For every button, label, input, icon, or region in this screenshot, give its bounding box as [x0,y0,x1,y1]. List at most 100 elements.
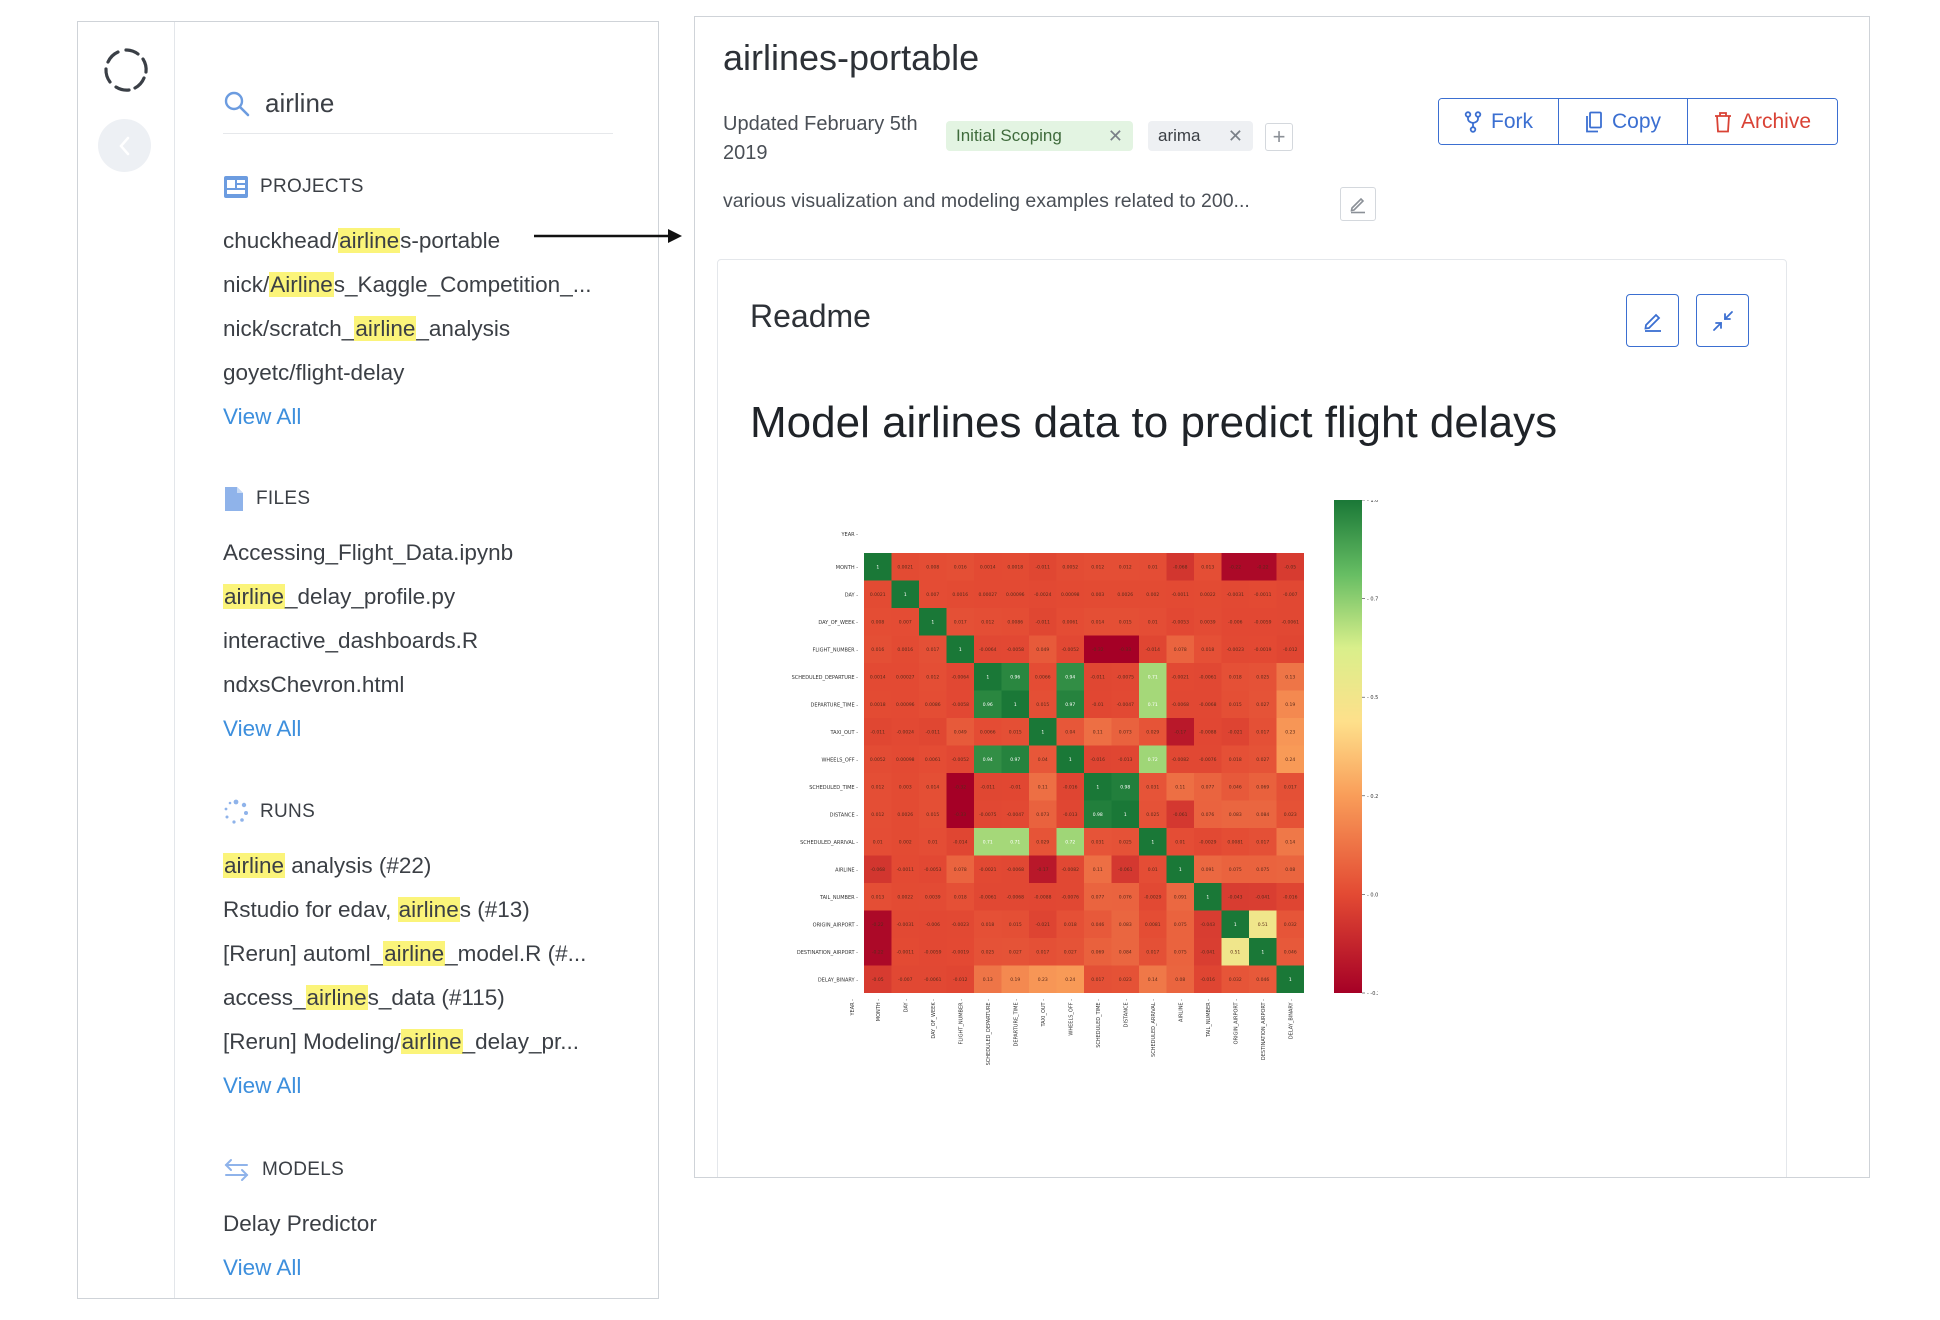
heatmap-cell-label: 0.075 [1229,867,1242,873]
projects-result-item[interactable]: nick/Airlines_Kaggle_Competition_... [223,263,623,307]
heatmap-cell [1221,580,1249,608]
heatmap-cell [1194,773,1222,801]
add-tag-button[interactable]: + [1265,123,1293,151]
heatmap-cell-label: 0.049 [954,730,967,736]
heatmap-cell [864,580,892,608]
runs-result-item[interactable]: access_airlines_data (#115) [223,976,623,1020]
heatmap-cell-label: 0.00027 [978,592,997,598]
heatmap-cell-label: 0.0086 [925,702,941,708]
heatmap-cell-label: 0.0026 [897,812,913,818]
heatmap-cell [1029,690,1057,718]
edit-readme-button[interactable] [1626,294,1679,347]
runs-view-all-link[interactable]: View All [223,1073,302,1098]
heatmap-cell [974,663,1002,691]
heatmap-cell-label: 0.008 [926,565,939,571]
archive-button[interactable]: Archive [1687,99,1837,144]
back-button[interactable] [98,119,151,172]
heatmap-cell [1276,883,1304,911]
chevron-left-icon [118,136,129,155]
heatmap-cell [864,828,892,856]
heatmap-cell-label: 0.0016 [897,647,913,653]
runs-result-item[interactable]: Rstudio for edav, airlines (#13) [223,888,623,932]
heatmap-cell [1249,828,1277,856]
heatmap-cell-label: 0.073 [1119,730,1132,736]
projects-result-item[interactable]: chuckhead/airlines-portable [223,219,623,263]
heatmap-cell [1249,965,1277,993]
heatmap-cell [974,910,1002,938]
heatmap-cell-label: -0.0076 [1062,895,1080,901]
heatmap-cell [1221,828,1249,856]
files-result-item[interactable]: airline_delay_profile.py [223,575,623,619]
match-highlight: airline [400,1029,463,1054]
runs-result-item[interactable]: airline analysis (#22) [223,844,623,888]
files-result-item[interactable]: Accessing_Flight_Data.ipynb [223,531,623,575]
heatmap-col-label: DEPARTURE_TIME - [1013,999,1019,1047]
readme-heading: Model airlines data to predict flight de… [750,398,1558,447]
copy-button[interactable]: Copy [1558,99,1687,144]
heatmap-cell-label: 0.0026 [1117,592,1133,598]
remove-tag-icon[interactable]: ✕ [1107,125,1123,146]
heatmap-cell-label: -0.013 [1063,812,1078,818]
heatmap-cell-label: 0.014 [1091,620,1104,626]
heatmap-cell-label: 0.073 [1036,812,1049,818]
heatmap-cell [864,883,892,911]
heatmap-cell-label: 0.069 [1091,950,1104,956]
heatmap-cell-label: 0.025 [1146,812,1159,818]
heatmap-cell-label: 0.075 [1174,950,1187,956]
heatmap-cell-label: -0.17 [1037,867,1049,873]
models-header: MODELS [223,1155,623,1185]
match-highlight: airline [397,897,460,922]
match-highlight: airline [354,316,417,341]
runs-result-item[interactable]: [Rerun] automl_airline_model.R (#... [223,932,623,976]
result-text: Accessing_Flight_Data.ipynb [223,540,514,565]
models-result-item[interactable]: Delay Predictor [223,1202,623,1246]
files-view-all-link[interactable]: View All [223,716,302,741]
models-view-all-link[interactable]: View All [223,1255,302,1280]
heatmap-cell-label: 0.014 [926,785,939,791]
heatmap-cell [1056,663,1084,691]
heatmap-cell [1084,663,1112,691]
heatmap-cell [1001,635,1029,663]
heatmap-cell [1276,690,1304,718]
search-input[interactable] [265,88,595,119]
heatmap-cell-label: 0.0081 [1145,922,1161,928]
heatmap-cell-label: -0.0023 [952,922,970,928]
pointer-arrow [534,229,682,243]
runs-result-item[interactable]: [Rerun] Modeling/airline_delay_pr... [223,1020,623,1064]
heatmap-cell [891,718,919,746]
heatmap-cell [1001,690,1029,718]
collapse-readme-button[interactable] [1696,294,1749,347]
heatmap-cell-label: 0.0039 [1200,620,1216,626]
heatmap-cell-label: -0.0076 [1199,757,1217,763]
projects-result-item[interactable]: goyetc/flight-delay [223,351,623,395]
heatmap-cell-label: -0.0082 [1062,867,1080,873]
files-result-item[interactable]: interactive_dashboards.R [223,619,623,663]
heatmap-cell-label: -0.01 [1009,785,1021,791]
result-text: s-portable [400,228,501,253]
heatmap-col-label: DAY - [903,999,909,1012]
heatmap-cell [864,773,892,801]
remove-tag-icon[interactable]: ✕ [1227,125,1243,146]
heatmap-cell [1029,883,1057,911]
edit-description-button[interactable] [1340,187,1376,221]
heatmap-cell-label: 0.012 [871,785,884,791]
tag-label: arima [1158,126,1201,145]
heatmap-cell [946,773,974,801]
heatmap-cell [1001,608,1029,636]
heatmap-row-label: TAIL_NUMBER - [819,895,858,901]
project-description: various visualization and modeling examp… [723,190,1250,212]
heatmap-cell [891,635,919,663]
fork-button[interactable]: Fork [1439,99,1558,144]
search-icon [224,91,250,116]
heatmap-cell [1029,773,1057,801]
heatmap-cell-label: -0.0053 [924,867,942,873]
heatmap-cell-label: -0.068 [1173,565,1188,571]
heatmap-cell [1194,580,1222,608]
heatmap-cell-label: 0.00098 [1061,592,1080,598]
projects-result-item[interactable]: nick/scratch_airline_analysis [223,307,623,351]
heatmap-cell-label: 0.015 [926,812,939,818]
files-result-item[interactable]: ndxsChevron.html [223,663,623,707]
heatmap-cell-label: 0.01 [1148,565,1158,571]
projects-view-all-link[interactable]: View All [223,404,302,429]
runs-section: RUNS airline analysis (#22) Rstudio for e… [223,797,623,1108]
